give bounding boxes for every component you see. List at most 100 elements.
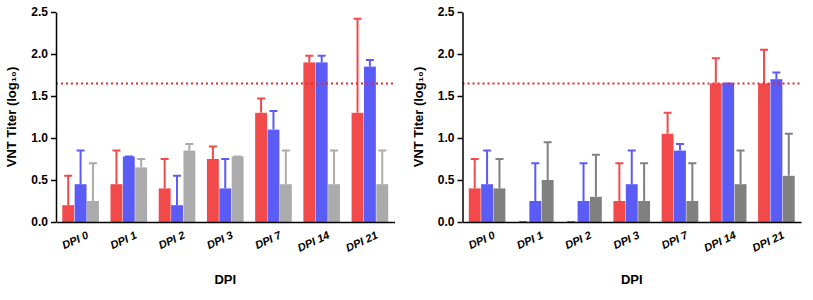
error-cap	[318, 55, 326, 57]
bar	[481, 184, 493, 222]
error-stem	[486, 151, 488, 185]
series	[62, 19, 363, 222]
error-cap	[366, 59, 374, 61]
bar	[722, 83, 734, 222]
series	[75, 56, 376, 222]
error-cap	[269, 110, 277, 112]
error-cap	[712, 57, 720, 59]
error-stem	[691, 163, 693, 201]
series	[87, 144, 388, 222]
tick: DPI 3	[205, 229, 235, 252]
error-stem	[321, 56, 323, 63]
error-bar	[282, 151, 290, 185]
series	[481, 72, 782, 222]
error-stem	[92, 163, 94, 201]
tick-label: DPI 21	[750, 229, 786, 254]
error-stem	[667, 113, 669, 134]
tick-label: DPI 3	[205, 229, 235, 252]
error-cap	[688, 162, 696, 164]
bar	[638, 201, 650, 222]
error-cap	[161, 158, 169, 160]
bar	[207, 159, 219, 222]
tick-label: DPI 0	[467, 228, 498, 251]
error-stem	[333, 151, 335, 185]
tick-mark	[51, 12, 56, 14]
error-stem	[740, 151, 742, 185]
bar	[578, 201, 590, 222]
error-bar	[234, 156, 242, 157]
x-axis: DPI 0DPI 1DPI 2DPI 3DPI 7DPI 14DPI 21	[57, 223, 396, 254]
panel: 0.00.51.01.52.02.5DPI 0DPI 1DPI 2DPI 3DP…	[4, 5, 395, 287]
error-bar	[269, 111, 277, 129]
error-stem	[164, 159, 166, 188]
bar	[268, 130, 280, 222]
error-stem	[595, 155, 597, 197]
error-bar	[354, 19, 362, 113]
bar	[469, 188, 481, 222]
tick-label: 1.0	[438, 131, 455, 145]
bar	[494, 188, 506, 222]
error-stem	[357, 19, 359, 113]
tick-label: 0.0	[31, 215, 48, 229]
error-bar	[772, 72, 780, 79]
error-cap	[483, 150, 491, 152]
bar	[783, 176, 795, 222]
error-stem	[618, 163, 620, 201]
bar	[758, 83, 770, 222]
error-bar	[531, 163, 539, 201]
error-cap	[772, 71, 780, 73]
tick-mark	[51, 180, 56, 182]
error-stem	[643, 163, 645, 201]
error-cap	[640, 162, 648, 164]
error-bar	[257, 99, 265, 113]
bar	[316, 62, 328, 222]
tick-mark	[458, 180, 463, 182]
error-cap	[305, 55, 313, 57]
tick: 1.0	[438, 131, 463, 145]
error-stem	[763, 50, 765, 84]
panel: 0.00.51.01.52.02.5DPI 0DPI 1DPI 2DPI 3DP…	[411, 5, 802, 287]
tick: 2.5	[31, 5, 56, 19]
axis-line	[56, 13, 58, 223]
tick: DPI 14	[702, 229, 738, 254]
bar	[376, 184, 388, 222]
error-bar	[77, 151, 85, 185]
threshold-line	[56, 82, 395, 84]
error-bar	[330, 151, 338, 185]
bar	[352, 113, 364, 222]
error-stem	[67, 176, 69, 205]
error-bar	[64, 176, 72, 205]
error-bar	[592, 155, 600, 197]
error-stem	[631, 151, 633, 185]
error-stem	[224, 159, 226, 188]
tick: DPI 21	[344, 229, 380, 254]
error-bar	[137, 159, 145, 167]
error-stem	[474, 159, 476, 188]
tick-label: 2.5	[31, 5, 48, 19]
error-cap	[531, 162, 539, 164]
error-cap	[89, 162, 97, 164]
error-stem	[308, 56, 310, 63]
x-axis-title: DPI	[214, 272, 236, 287]
tick-mark	[458, 138, 463, 140]
bar	[87, 201, 99, 222]
tick: 1.5	[31, 89, 56, 103]
tick-label: DPI 14	[702, 229, 738, 254]
error-bar	[580, 163, 588, 201]
error-bar	[495, 159, 503, 188]
axis-line	[462, 13, 464, 223]
tick: DPI 0	[467, 228, 498, 251]
tick: DPI 3	[611, 229, 641, 252]
y-axis: 0.00.51.01.52.02.5	[438, 5, 463, 229]
tick-label: DPI 2	[157, 229, 187, 252]
error-cap	[495, 158, 503, 160]
error-bar	[112, 151, 120, 185]
threshold-line	[463, 82, 802, 84]
tick-mark	[458, 96, 463, 98]
error-stem	[115, 151, 117, 185]
tick: DPI 1	[108, 229, 138, 252]
tick-mark	[51, 138, 56, 140]
tick-label: DPI 7	[659, 228, 690, 251]
tick-label: 0.0	[438, 215, 455, 229]
tick-label: DPI 3	[611, 229, 641, 252]
